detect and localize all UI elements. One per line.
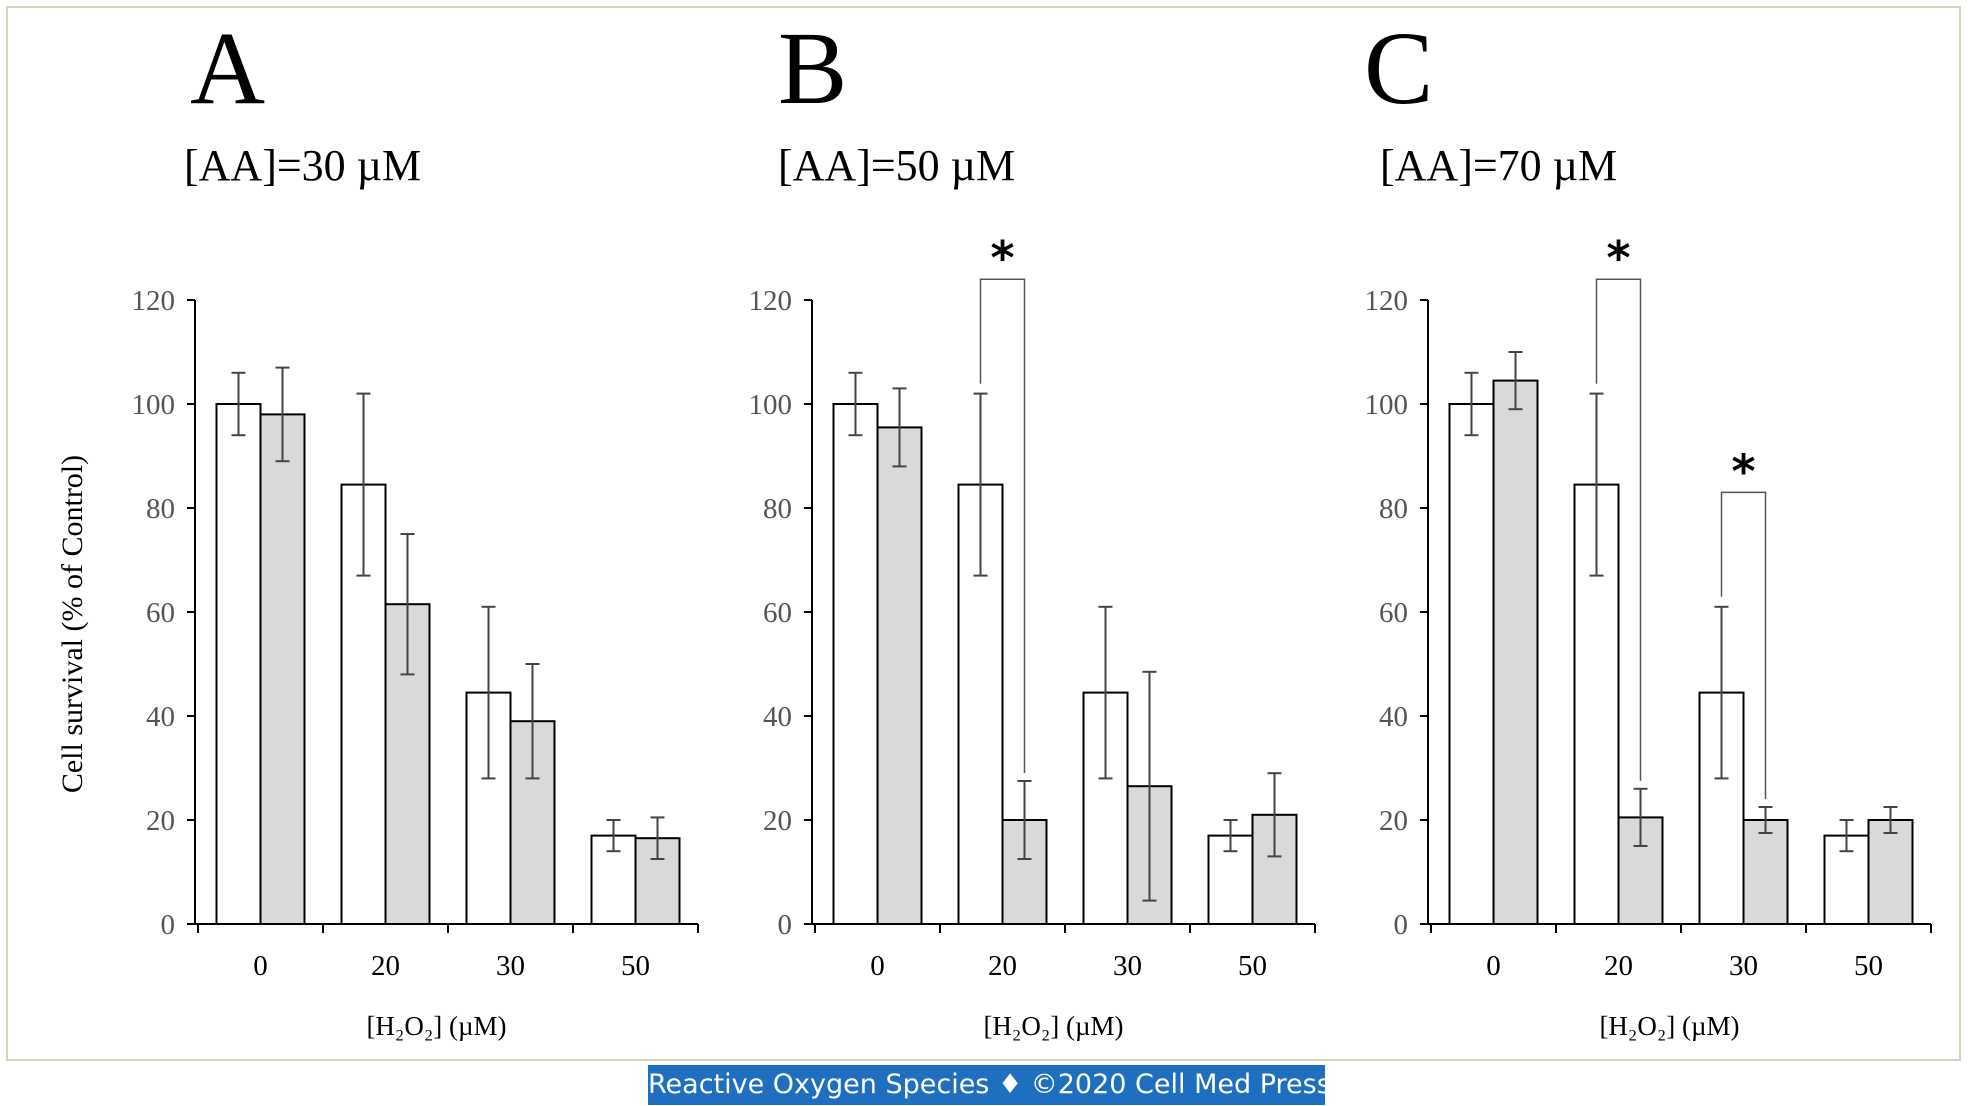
x-tick-label: 20 xyxy=(1604,950,1633,982)
chart-title: [AA]=30 µM xyxy=(184,141,421,190)
chart-title: [AA]=50 µM xyxy=(778,141,1015,190)
panel-letter: C xyxy=(1364,11,1433,126)
significance-bracket xyxy=(1720,491,1767,799)
y-tick-label: 20 xyxy=(1379,805,1408,837)
y-tick-label: 120 xyxy=(1365,285,1409,317)
x-tick-label: 20 xyxy=(988,950,1017,982)
y-tick-label: 40 xyxy=(763,701,792,733)
x-tick-label: 30 xyxy=(1113,950,1142,982)
y-tick-label: 120 xyxy=(749,285,793,317)
bar xyxy=(1742,819,1789,925)
y-tick-label: 40 xyxy=(146,701,175,733)
y-tick-label: 80 xyxy=(763,493,792,525)
figure-frame: A [AA]=30 µM 0 20 40 60 80 100 120 0 20 30 50 [H₂O₂] … xyxy=(6,6,1961,1061)
y-tick-label: 20 xyxy=(146,805,175,837)
y-tick-label: 60 xyxy=(763,597,792,629)
y-tick-label: 120 xyxy=(132,285,176,317)
x-axis-label: [H₂O₂] (µM) xyxy=(1599,1011,1739,1041)
y-tick-label: 80 xyxy=(146,493,175,525)
y-tick-label: 60 xyxy=(1379,597,1408,629)
chart-panel-b: B [AA]=50 µM 0 20 40 60 80 100 120 0 20 30 50 * [H₂O₂]… xyxy=(749,11,1316,1041)
x-axis-label: [H₂O₂] (µM) xyxy=(983,1011,1123,1041)
bar xyxy=(259,413,306,925)
bar xyxy=(1867,819,1914,925)
bar xyxy=(1448,403,1495,925)
y-tick-label: 100 xyxy=(749,389,793,421)
y-axis-label: Cell survival (% of Control) xyxy=(56,455,89,793)
y-tick-label: 40 xyxy=(1379,701,1408,733)
footer-banner: Reactive Oxygen Species ♦ ©2020 Cell Med… xyxy=(648,1065,1331,1105)
x-tick-label: 50 xyxy=(621,950,650,982)
significance-star: * xyxy=(990,231,1014,285)
y-tick-label: 0 xyxy=(161,909,176,941)
x-tick-label: 20 xyxy=(371,950,400,982)
y-tick-label: 80 xyxy=(1379,493,1408,525)
x-axis-label: [H₂O₂] (µM) xyxy=(366,1011,506,1041)
bar xyxy=(1492,379,1539,926)
y-tick-label: 100 xyxy=(1365,389,1409,421)
significance-bracket xyxy=(979,278,1026,773)
x-tick-label: 0 xyxy=(870,950,885,982)
chart-panel-c: C [AA]=70 µM 0 20 40 60 80 100 120 0 20 30 50 * * [H₂O₂… xyxy=(1364,11,1932,1041)
chart-panel-a: A [AA]=30 µM 0 20 40 60 80 100 120 0 20 30 50 [H₂O₂] … xyxy=(56,11,699,1041)
x-tick-label: 30 xyxy=(1729,950,1758,982)
x-tick-label: 30 xyxy=(496,950,525,982)
bar xyxy=(215,403,262,925)
significance-bracket xyxy=(1595,278,1642,781)
x-tick-label: 0 xyxy=(253,950,268,982)
figure-svg: A [AA]=30 µM 0 20 40 60 80 100 120 0 20 30 50 [H₂O₂] … xyxy=(56,11,1932,1041)
y-tick-label: 60 xyxy=(146,597,175,629)
y-tick-label: 20 xyxy=(763,805,792,837)
x-tick-label: 50 xyxy=(1854,950,1883,982)
panel-letter: A xyxy=(190,11,265,126)
x-tick-label: 0 xyxy=(1486,950,1501,982)
bar xyxy=(876,426,923,925)
panel-letter: B xyxy=(778,11,847,126)
significance-star: * xyxy=(1731,444,1755,498)
chart-title: [AA]=70 µM xyxy=(1380,141,1617,190)
y-tick-label: 0 xyxy=(778,909,793,941)
bar xyxy=(634,837,681,926)
bar xyxy=(832,403,879,925)
x-tick-label: 50 xyxy=(1238,950,1267,982)
significance-star: * xyxy=(1606,231,1630,285)
y-tick-label: 0 xyxy=(1394,909,1409,941)
y-tick-label: 100 xyxy=(132,389,176,421)
